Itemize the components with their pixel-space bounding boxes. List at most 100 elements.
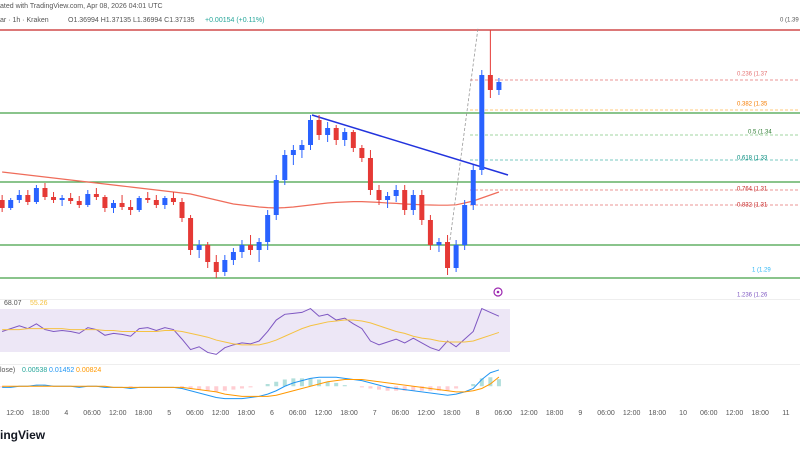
fib-label: 0.832 (1.31 <box>737 203 768 209</box>
histogram-bar <box>188 386 193 389</box>
candle-body <box>213 262 219 272</box>
indicator-value: 0.00538 <box>22 367 47 374</box>
candle-body <box>222 260 228 272</box>
symbol: ar · 1h · Kraken <box>0 17 49 24</box>
x-tick-label: 6 <box>270 410 274 417</box>
histogram-bar <box>231 386 236 390</box>
macd-line <box>2 376 500 397</box>
candle-body <box>85 194 91 205</box>
candle-body <box>33 188 39 202</box>
x-tick-label: 12:00 <box>6 410 24 417</box>
candle-body <box>188 218 194 250</box>
histogram-bar <box>180 386 185 388</box>
candle-body <box>376 190 382 200</box>
histogram-bar <box>317 379 322 387</box>
histogram-bar <box>325 381 330 387</box>
candle-body <box>410 195 416 210</box>
x-tick-label: 06:00 <box>597 410 615 417</box>
histogram-bar <box>445 386 450 391</box>
candle-body <box>205 245 211 262</box>
logo: ingView <box>0 428 46 442</box>
pane-separator <box>0 299 800 300</box>
candle-body <box>273 180 279 215</box>
logo-text: ingView <box>0 428 46 442</box>
histogram-bar <box>308 378 313 387</box>
histogram-bar <box>0 386 5 388</box>
histogram-bar <box>42 385 47 387</box>
histogram-bar <box>197 386 202 390</box>
candle-body <box>350 132 356 148</box>
fib-label: 0.382 (1.35 <box>737 102 768 108</box>
histogram-bar <box>8 386 13 388</box>
histogram-bar <box>34 385 39 387</box>
candle-body <box>462 205 468 245</box>
candle-body <box>170 198 176 202</box>
x-tick-label: 11 <box>782 410 789 417</box>
histogram-bar <box>214 386 219 392</box>
candle-body <box>179 202 185 218</box>
x-tick-label: 12:00 <box>212 410 230 417</box>
histogram-bar <box>342 385 347 387</box>
alert-icon-dot <box>496 290 500 294</box>
candle-body <box>110 203 116 208</box>
fib-label: 0.5 (1.34 <box>748 130 772 136</box>
histogram-bar <box>239 386 244 389</box>
x-tick-label: 4 <box>64 410 68 417</box>
candle-body <box>402 190 408 210</box>
candle-body <box>436 242 442 245</box>
histogram-bar <box>479 378 484 387</box>
indicator-value: 0.00824 <box>76 367 101 374</box>
candle-body <box>51 197 57 200</box>
candle-body <box>102 197 108 208</box>
x-tick-label: 18:00 <box>649 410 667 417</box>
x-tick-label: 9 <box>578 410 582 417</box>
fib-label: 0.236 (1.37 <box>737 72 768 78</box>
histogram-bar <box>299 378 304 387</box>
watermark: ated with TradingView.com, Apr 08, 2026 … <box>0 3 163 10</box>
histogram-bar <box>402 386 407 391</box>
candle-body <box>299 145 305 150</box>
x-tick-label: 18:00 <box>546 410 564 417</box>
x-tick-label: 06:00 <box>186 410 204 417</box>
x-tick-label: 12:00 <box>726 410 744 417</box>
alert-icon <box>493 287 503 297</box>
candle-body <box>25 195 31 202</box>
candle-body <box>153 200 159 205</box>
candle-body <box>16 195 22 200</box>
x-tick-label: 10 <box>679 410 687 417</box>
histogram-bar <box>377 386 382 390</box>
candle-body <box>230 252 236 260</box>
pane-separator <box>0 364 800 365</box>
candle-body <box>290 150 296 155</box>
histogram-bar <box>274 381 279 387</box>
fib-label: 0.764 (1.31 <box>737 187 768 193</box>
histogram-bar <box>248 386 253 388</box>
candle-body <box>162 198 168 205</box>
histogram-bar <box>265 384 270 387</box>
candle-body <box>325 128 331 135</box>
x-tick-label: 7 <box>373 410 377 417</box>
candle-body <box>239 245 245 252</box>
fib-label: 0 (1.39 <box>780 18 799 24</box>
change: +0.00154 (+0.11%) <box>205 17 264 24</box>
histogram-bar <box>282 379 287 387</box>
indicator-value: 68.07 <box>4 300 22 307</box>
trend-line <box>311 114 509 176</box>
histogram-bar <box>496 379 501 387</box>
candle-body <box>393 190 399 196</box>
candle-body <box>282 155 288 180</box>
candle-body <box>333 128 339 140</box>
x-tick-label: 5 <box>167 410 171 417</box>
candle-body <box>307 120 313 145</box>
histogram-bar <box>77 386 82 388</box>
x-tick-label: 18:00 <box>751 410 769 417</box>
x-tick-label: 06:00 <box>83 410 101 417</box>
candle-body <box>59 198 65 200</box>
candle-body <box>256 242 262 250</box>
candle-body <box>93 194 99 197</box>
histogram-bar <box>385 386 390 391</box>
histogram-bar <box>102 386 107 388</box>
histogram-bar <box>436 386 441 391</box>
candle-body <box>419 195 425 220</box>
